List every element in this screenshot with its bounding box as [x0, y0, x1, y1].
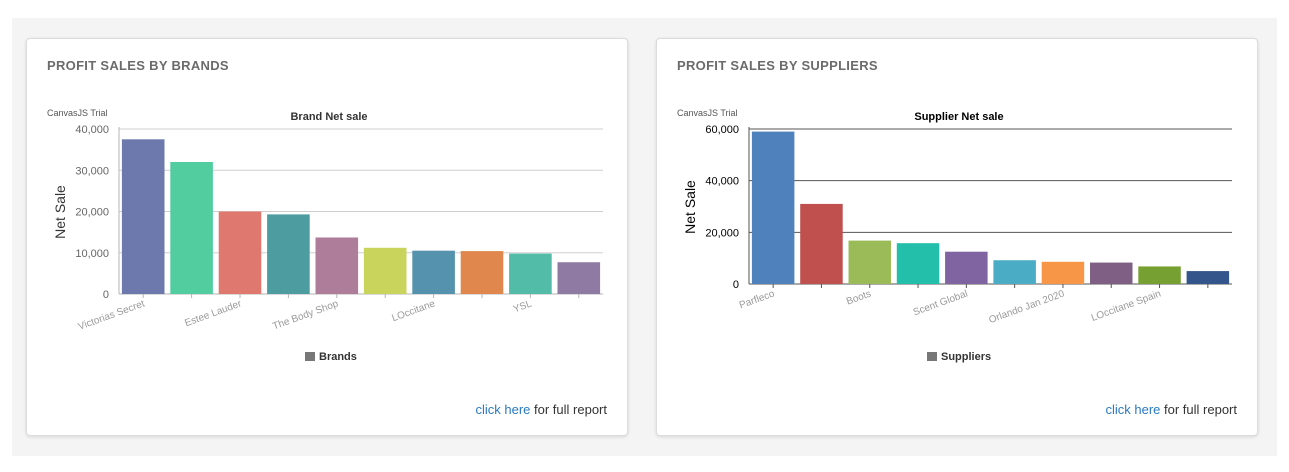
suppliers-bar	[751, 131, 795, 284]
suppliers-y-tick-label: 60,000	[705, 124, 739, 136]
suppliers-bar	[1089, 262, 1133, 284]
suppliers-plot-area: 0 20,000 40,000 60,000 Parfleco Boots Scent Gl…	[705, 124, 1232, 326]
brands-x-tick-label: The Body Shop	[271, 298, 340, 332]
suppliers-bar	[1186, 271, 1230, 284]
brands-bar	[121, 139, 165, 294]
suppliers-legend-label: Suppliers	[941, 351, 991, 363]
brands-bar	[363, 247, 407, 294]
brands-y-tick-label: 20,000	[75, 207, 109, 219]
brands-bar	[509, 253, 552, 294]
suppliers-report-link[interactable]: click here	[1105, 402, 1161, 417]
brands-y-tick-label: 40,000	[75, 124, 109, 136]
brands-bar	[412, 250, 455, 294]
suppliers-y-axis-label: Net Sale	[682, 180, 698, 234]
brands-trial-text: CanvasJS Trial	[47, 108, 108, 118]
brands-y-tick-label: 10,000	[75, 248, 109, 260]
brands-y-axis-label: Net Sale	[52, 185, 68, 239]
brands-chart-title: Brand Net sale	[290, 111, 367, 123]
brands-report-link[interactable]: click here	[475, 402, 531, 417]
suppliers-x-tick-label: Scent Global	[912, 288, 970, 318]
brands-x-tick-label: Victorias Secret	[77, 298, 147, 332]
brands-x-tick-label: Estee Lauder	[183, 298, 243, 329]
brands-y-tick-label: 30,000	[75, 165, 109, 177]
suppliers-x-tick-label: Parfleco	[738, 288, 777, 311]
suppliers-trial-text: CanvasJS Trial	[677, 108, 738, 118]
suppliers-card: PROFIT SALES BY SUPPLIERS CanvasJS Trial…	[656, 38, 1258, 436]
brands-legend-marker	[305, 352, 315, 361]
suppliers-bar	[1041, 261, 1085, 284]
suppliers-bar	[945, 251, 988, 284]
suppliers-bar	[993, 260, 1036, 284]
suppliers-bar	[1138, 266, 1181, 284]
brands-bar	[170, 162, 213, 294]
suppliers-y-tick-label: 0	[733, 279, 739, 291]
brands-plot-area: 0 10,000 20,000 30,000 40,000 Victorias Secre…	[75, 124, 603, 333]
suppliers-bar	[800, 203, 843, 284]
suppliers-y-tick-label: 20,000	[705, 227, 739, 239]
brands-bar	[218, 211, 262, 294]
brands-report-text: click here for full report	[475, 402, 607, 417]
brands-y-tick-label: 0	[103, 289, 109, 301]
suppliers-card-title: PROFIT SALES BY SUPPLIERS	[677, 58, 878, 73]
brands-chart: CanvasJS Trial Brand Net sale Net Sale B…	[47, 108, 603, 363]
brands-bar	[267, 214, 310, 294]
suppliers-chart: CanvasJS Trial Supplier Net sale Net Sal…	[677, 108, 1232, 363]
brands-x-tick-label: LOccitane	[391, 298, 437, 324]
brands-bar	[460, 251, 504, 294]
suppliers-report-suffix: for full report	[1160, 402, 1237, 417]
brands-report-suffix: for full report	[530, 402, 607, 417]
suppliers-x-tick-label: LOccitane Spain	[1090, 288, 1163, 323]
brands-x-tick-label: YSL	[512, 298, 534, 315]
suppliers-report-text: click here for full report	[1105, 402, 1237, 417]
brands-card-title: PROFIT SALES BY BRANDS	[47, 58, 229, 73]
brands-bar	[315, 237, 359, 294]
brands-bar	[557, 262, 601, 294]
suppliers-bar	[848, 240, 892, 284]
suppliers-bar	[896, 243, 940, 284]
brands-legend-label: Brands	[319, 351, 357, 363]
suppliers-x-tick-label: Boots	[845, 288, 873, 307]
suppliers-x-tick-label: Orlando Jan 2020	[987, 288, 1066, 326]
suppliers-chart-title: Supplier Net sale	[914, 111, 1003, 123]
brands-card: PROFIT SALES BY BRANDS CanvasJS Trial Br…	[26, 38, 628, 436]
suppliers-y-tick-label: 40,000	[705, 176, 739, 188]
suppliers-legend-marker	[927, 352, 937, 361]
